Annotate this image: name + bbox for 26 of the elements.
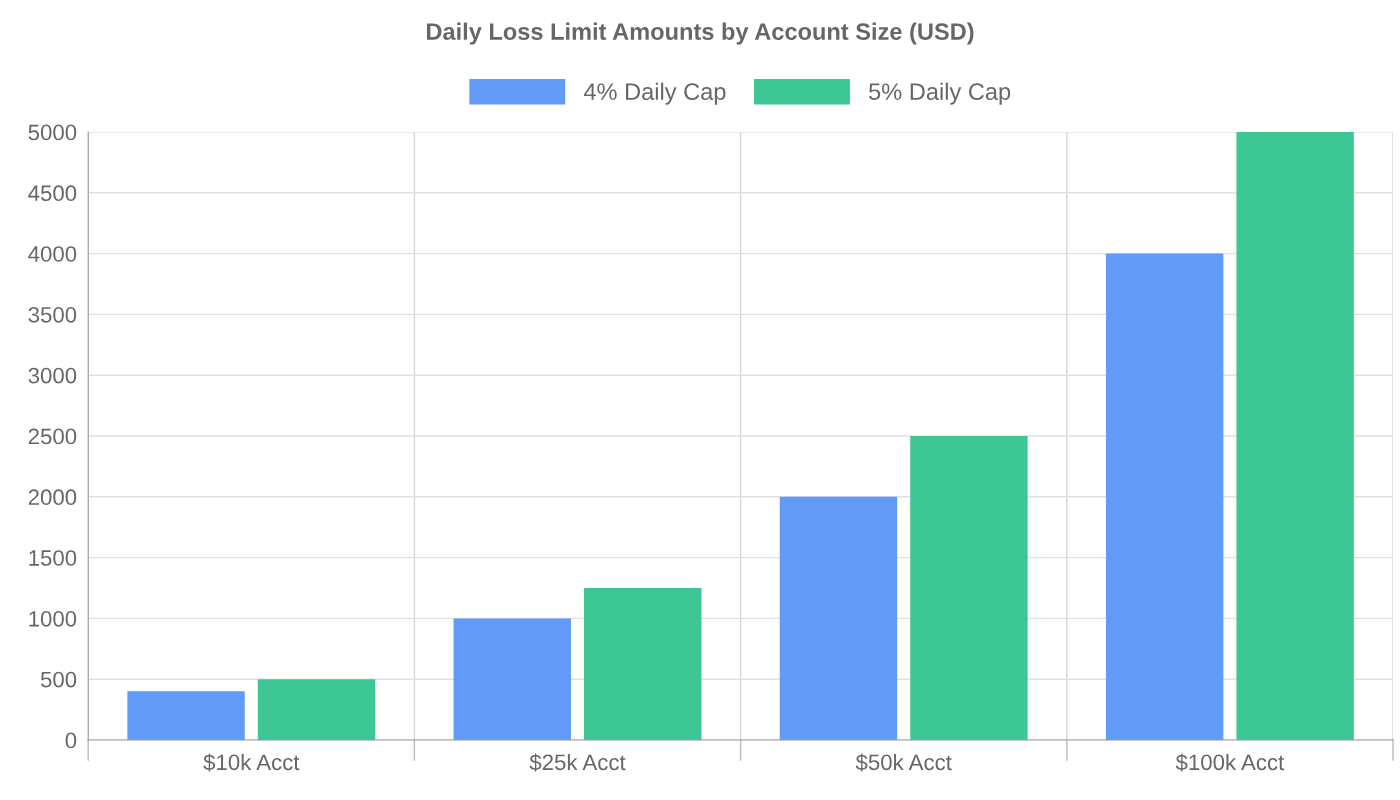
bar xyxy=(1105,253,1224,740)
bar xyxy=(453,618,571,740)
bar xyxy=(257,679,376,740)
y-tick-label: 5000 xyxy=(28,124,77,141)
y-tick-label: 4500 xyxy=(28,185,77,202)
legend-label: 5% Daily Cap xyxy=(869,82,1011,105)
y-tick-label: 500 xyxy=(40,671,77,688)
bar xyxy=(779,496,898,740)
y-tick-label: 2000 xyxy=(28,489,77,506)
y-tick-label: 3000 xyxy=(28,367,77,384)
y-tick-label: 0 xyxy=(65,732,77,749)
y-tick-label: 1500 xyxy=(29,550,77,566)
y-tick-label: 4000 xyxy=(28,246,77,262)
chart-title: Daily Loss Limit Amounts by Account Size (USD) xyxy=(426,22,974,45)
bar xyxy=(127,691,245,740)
x-tick-label: $100k Acct xyxy=(1175,753,1285,772)
x-tick-label: $10k Acct xyxy=(203,753,300,772)
y-tick-label: 1000 xyxy=(29,610,77,627)
bar xyxy=(584,588,702,740)
y-tick-label: 2500 xyxy=(28,428,77,445)
x-tick-label: $50k Acct xyxy=(855,753,952,772)
x-tick-label: $25k Acct xyxy=(529,753,626,772)
bar xyxy=(910,436,1028,740)
y-tick-label: 3500 xyxy=(28,306,77,323)
legend-label: 4% Daily Cap xyxy=(583,82,726,105)
bar xyxy=(1236,132,1354,740)
